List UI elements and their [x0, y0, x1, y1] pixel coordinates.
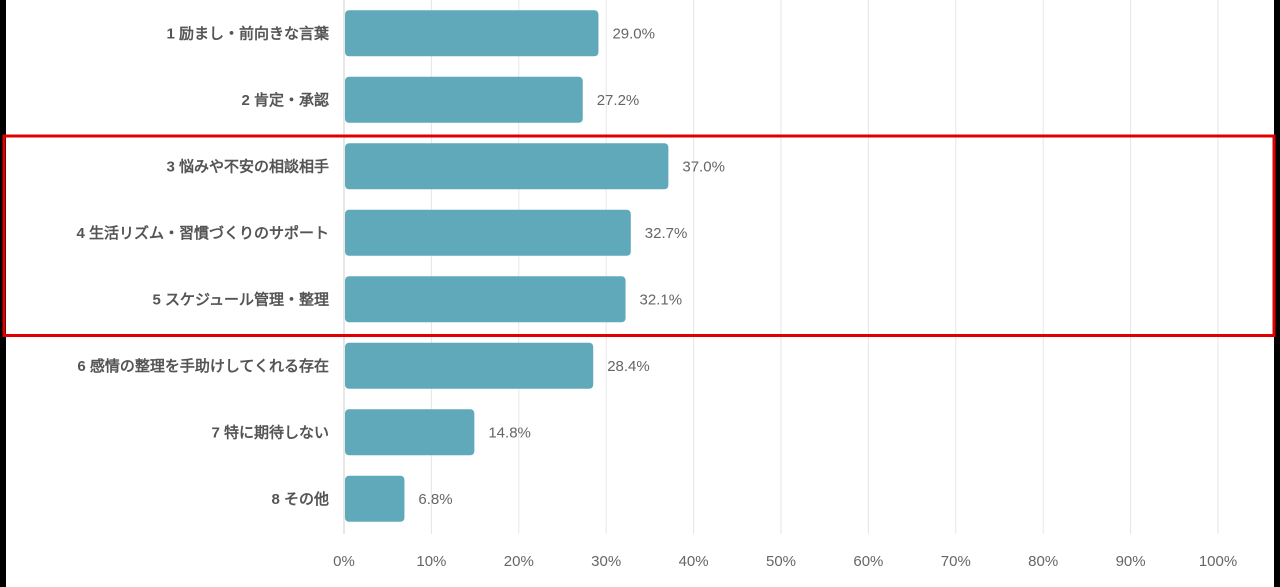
- bar: [345, 409, 475, 456]
- category-label: 7 特に期待しない: [211, 423, 329, 441]
- x-tick-label: 30%: [591, 553, 621, 570]
- category-labels: 1 励まし・前向きな言葉 2 肯定・承認 3 悩みや不安の相談相手 4 生活リズム・習…: [76, 24, 330, 508]
- bar: [345, 10, 599, 57]
- bar: [345, 209, 631, 256]
- value-label: 37.0%: [682, 158, 725, 175]
- x-axis-tick-labels: 0% 10% 20% 30% 40% 50% 60% 70% 80% 90% 100%: [333, 553, 1237, 570]
- x-tick-label: 60%: [853, 553, 883, 570]
- chart-panel: [6, 0, 1274, 587]
- category-label: 8 その他: [271, 490, 329, 508]
- x-tick-label: 50%: [766, 553, 796, 570]
- value-label: 28.4%: [607, 358, 650, 375]
- category-label: 6 感情の整理を手助けしてくれる存在: [77, 357, 329, 375]
- x-tick-label: 20%: [504, 553, 534, 570]
- category-label: 2 肯定・承認: [241, 91, 329, 109]
- bar: [345, 76, 583, 123]
- value-label: 6.8%: [418, 491, 452, 508]
- value-label: 27.2%: [597, 92, 640, 109]
- bars: [345, 10, 669, 522]
- bar: [345, 342, 594, 389]
- x-tick-label: 0%: [333, 553, 355, 570]
- bar: [345, 276, 626, 323]
- value-labels: 29.0% 27.2% 37.0% 32.7% 32.1% 28.4% 14.8% 6.8%: [418, 25, 724, 508]
- x-tick-label: 10%: [416, 553, 446, 570]
- highlight-box: [2, 134, 1276, 337]
- value-label: 32.7%: [645, 225, 688, 242]
- category-label: 5 スケジュール管理・整理: [153, 290, 329, 308]
- value-label: 14.8%: [488, 424, 531, 441]
- bar: [345, 143, 669, 190]
- x-tick-label: 100%: [1199, 553, 1237, 570]
- x-tick-label: 90%: [1116, 553, 1146, 570]
- value-label: 29.0%: [612, 25, 655, 42]
- category-label: 1 励まし・前向きな言葉: [166, 24, 330, 42]
- x-tick-label: 70%: [941, 553, 971, 570]
- value-label: 32.1%: [640, 291, 683, 308]
- bar: [345, 475, 405, 522]
- category-label: 3 悩みや不安の相談相手: [166, 157, 329, 175]
- x-tick-label: 80%: [1028, 553, 1058, 570]
- category-label: 4 生活リズム・習慣づくりのサポート: [76, 224, 329, 242]
- x-tick-label: 40%: [679, 553, 709, 570]
- highlight-box-layer: [2, 134, 1276, 337]
